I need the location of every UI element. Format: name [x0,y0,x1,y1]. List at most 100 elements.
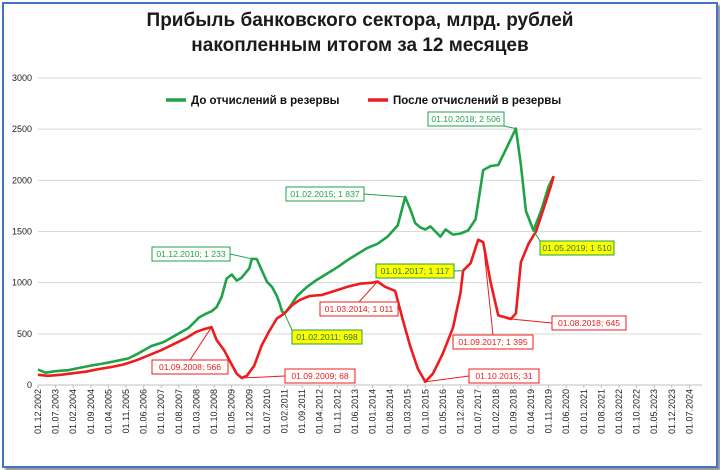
y-tick-label: 1000 [12,278,32,288]
x-tick-label: 01.07.2003 [51,389,61,434]
x-tick-label: 01.12.2009 [244,389,254,434]
x-tick-label: 01.06.2006 [139,389,149,434]
annotation-box [151,246,231,262]
annotation-leader [503,125,516,130]
x-tick-label: 01.01.2021 [579,389,589,434]
annotation-callout: 01.02.2015; 1 837 [285,186,406,202]
x-tick-label: 01.11.2005 [121,389,131,433]
x-tick-label: 01.07.2010 [262,389,272,434]
series-line-before-reserves [37,127,555,375]
annotation-box [468,368,540,384]
annotation-box [151,359,229,375]
x-tick-label: 01.03.2008 [191,389,201,434]
x-tick-label: 01.09.2011 [297,389,307,433]
annotation-box [319,301,399,317]
annotation-leader [189,326,212,361]
x-tick-label: 01.10.2022 [632,389,642,434]
annotation-box [291,329,363,345]
annotation-callout: 01.10.2018; 2 506 [427,111,516,130]
x-tick-label: 01.06.2013 [350,389,360,434]
x-tick-label: 01.02.2011 [279,389,289,433]
x-tick-label: 01.08.2007 [174,389,184,434]
legend: До отчислений в резервы После отчислений … [166,95,561,107]
annotation-box [375,263,455,279]
x-tick-label: 01.12.2002 [33,389,43,434]
y-tick-label: 1500 [12,227,32,237]
annotation-callout: 01.02.2011; 698 [284,313,363,345]
title-line-1: Прибыль банковского сектора, млрд. рубле… [146,10,574,31]
x-tick-label: 01.05.2009 [227,389,237,434]
annotation-callout: 01.03.2014; 1 011 [319,281,399,317]
x-tick-label: 01.03.2015 [403,389,413,434]
x-tick-label: 01.12.2016 [456,389,466,434]
x-tick-label: 01.02.2018 [491,389,501,434]
x-tick-label: 01.01.2007 [156,389,166,434]
y-tick-label: 0 [27,380,32,390]
gridlines [38,77,702,386]
x-tick-label: 01.05.2023 [649,389,659,434]
annotation-callout: 01.01.2017; 1 117 [375,263,464,279]
annotation-box [427,111,505,127]
x-tick-label: 01.04.2005 [103,389,113,434]
x-tick-label: 01.03.2022 [614,389,624,434]
annotation-callout: 01.12.2010; 1 233 [151,246,252,262]
x-tick-label: 01.12.2023 [667,389,677,434]
annotation-box [452,334,534,350]
y-tick-label: 3000 [12,73,32,83]
legend-label: После отчислений в резервы [393,95,561,107]
annotation-label: 01.02.2011; 698 [296,332,358,342]
x-tick-label: 01.08.2014 [385,389,395,434]
series-lines [37,127,555,384]
x-tick-label: 01.01.2014 [368,389,378,434]
x-tick-label: 01.04.2012 [315,389,325,434]
x-tick-label: 01.10.2008 [209,389,219,434]
x-tick-label: 01.11.2019 [544,389,554,433]
annotation-label: 01.03.2014; 1 011 [325,304,394,314]
annotation-box [539,240,615,256]
x-tick-label: 01.09.2018 [508,389,518,434]
x-tick-label: 01.10.2015 [420,389,430,434]
annotation-box [285,186,365,202]
annotation-callout: 01.10.2015; 31 [425,368,540,384]
x-tick-label: 01.04.2019 [526,389,536,434]
x-axis-ticks: 01.12.2002 01.07.2003 01.02.2004 01.09.2004… [33,385,694,434]
annotation-label: 01.10.2018; 2 506 [431,114,501,124]
y-axis-ticks: 0 500 1000 1500 2000 2500 3000 [12,73,32,390]
x-tick-label: 01.07.2017 [473,389,483,434]
annotations: 01.12.2010; 1 233 01.02.2015; 1 837 01.10.… [151,111,627,384]
annotation-box [551,315,627,331]
x-tick-label: 01.02.2004 [68,389,78,434]
annotation-leader [284,313,293,331]
annotation-leader [229,253,252,260]
annotation-label: 01.09.2008; 566 [159,362,221,372]
annotation-leader [358,281,378,303]
annotation-label: 01.09.2017; 1 395 [458,337,528,347]
x-tick-label: 01.11.2012 [332,389,342,433]
annotation-leader [241,375,286,379]
annotation-leader [425,375,470,383]
annotation-leader [363,193,406,198]
annotation-box [284,368,356,384]
annotation-callout: 01.05.2019; 1 510 [533,230,615,256]
annotation-label: 01.09.2009; 68 [291,371,349,381]
annotation-label: 01.12.2010; 1 233 [156,249,226,259]
y-tick-label: 2000 [12,175,32,185]
x-tick-label: 01.08.2021 [596,389,606,434]
annotation-label: 01.10.2015; 31 [475,371,533,381]
legend-label: До отчислений в резервы [191,95,340,107]
x-tick-label: 01.09.2004 [86,389,96,434]
title-line-2: накопленным итогом за 12 месяцев [191,35,529,56]
annotation-label: 01.05.2019; 1 510 [542,243,612,253]
series-line-after-reserves [37,175,555,384]
y-tick-label: 2500 [12,124,32,134]
annotation-label: 01.08.2018; 645 [558,318,620,328]
y-tick-label: 500 [17,329,32,339]
x-tick-label: 01.05.2016 [438,389,448,434]
x-tick-label: 01.06.2020 [561,389,571,434]
x-tick-label: 01.07.2024 [684,389,694,434]
annotation-leader [533,230,541,242]
annotation-callout: 01.09.2017; 1 395 [452,242,534,350]
annotation-label: 01.02.2015; 1 837 [290,189,360,199]
